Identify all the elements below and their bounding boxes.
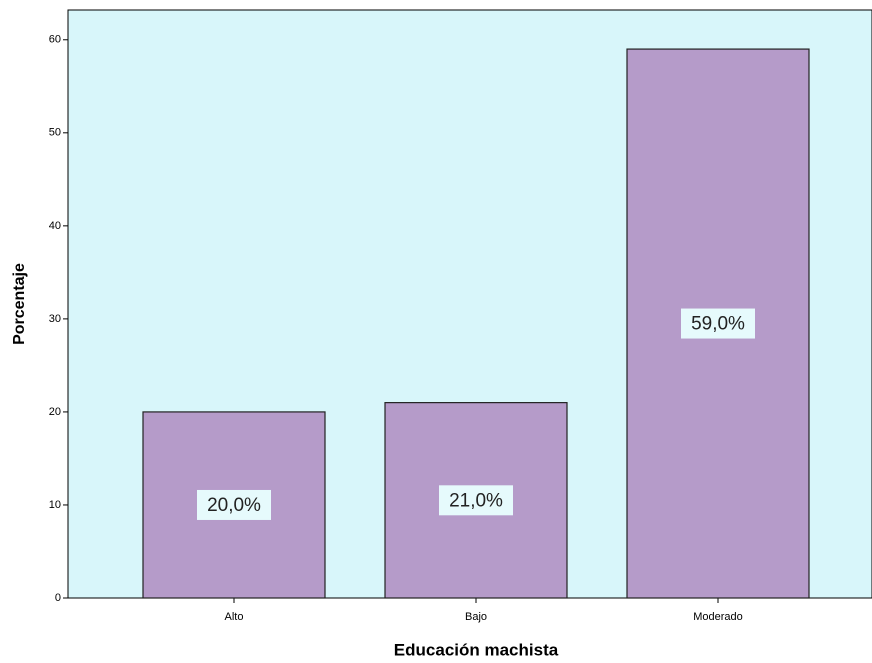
y-tick-label: 60 — [49, 34, 61, 46]
y-tick-label: 50 — [49, 127, 61, 139]
value-label-bg — [439, 485, 513, 516]
value-label-bg — [681, 308, 755, 339]
value-label: 59,0% — [691, 314, 745, 335]
y-tick-label: 20 — [49, 406, 61, 418]
y-tick-label: 0 — [55, 592, 61, 604]
y-tick-label: 30 — [49, 313, 61, 325]
value-label: 21,0% — [449, 490, 503, 511]
y-tick-label: 10 — [49, 499, 61, 511]
x-tick-label: Alto — [225, 611, 244, 623]
x-tick-label: Moderado — [693, 611, 743, 623]
x-axis-label: Educación machista — [394, 640, 559, 659]
y-axis-label: Porcentaje — [11, 263, 28, 345]
y-tick-label: 40 — [49, 220, 61, 232]
value-label: 20,0% — [207, 495, 261, 516]
x-tick-label: Bajo — [465, 611, 487, 623]
value-label-bg — [197, 489, 271, 520]
